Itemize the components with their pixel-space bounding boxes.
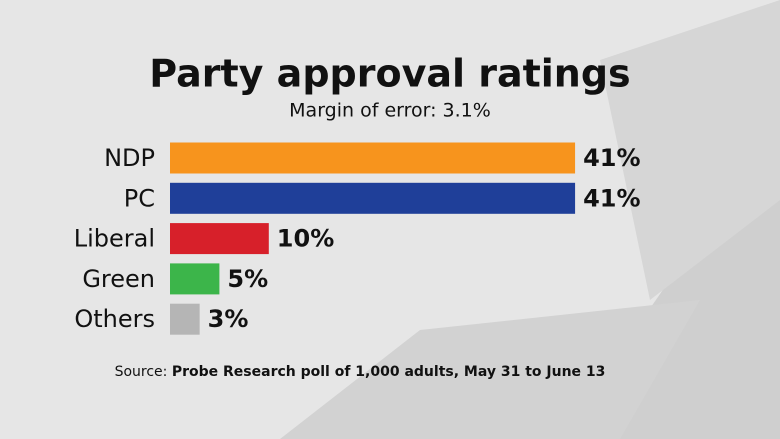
bar bbox=[170, 182, 576, 214]
bar bbox=[170, 263, 220, 295]
value-label: 10% bbox=[277, 225, 334, 253]
category-label: PC bbox=[124, 184, 155, 212]
value-label: 3% bbox=[208, 305, 249, 333]
chart-subtitle: Margin of error: 3.1% bbox=[289, 100, 491, 122]
background-shape bbox=[600, 0, 780, 300]
category-label: Green bbox=[82, 265, 155, 293]
background-shape bbox=[280, 300, 700, 439]
source-text: Probe Research poll of 1,000 adults, May… bbox=[172, 364, 606, 380]
value-label: 41% bbox=[583, 144, 640, 172]
source-note: Source: Probe Research poll of 1,000 adu… bbox=[115, 364, 606, 380]
bar bbox=[170, 142, 576, 174]
value-label: 41% bbox=[583, 184, 640, 212]
category-label: NDP bbox=[104, 144, 155, 172]
value-label: 5% bbox=[227, 265, 268, 293]
chart-title: Party approval ratings bbox=[149, 52, 630, 96]
source-label: Source: bbox=[115, 364, 168, 380]
bar bbox=[170, 303, 200, 335]
category-label: Liberal bbox=[74, 225, 155, 253]
bar bbox=[170, 223, 269, 255]
category-label: Others bbox=[74, 305, 155, 333]
